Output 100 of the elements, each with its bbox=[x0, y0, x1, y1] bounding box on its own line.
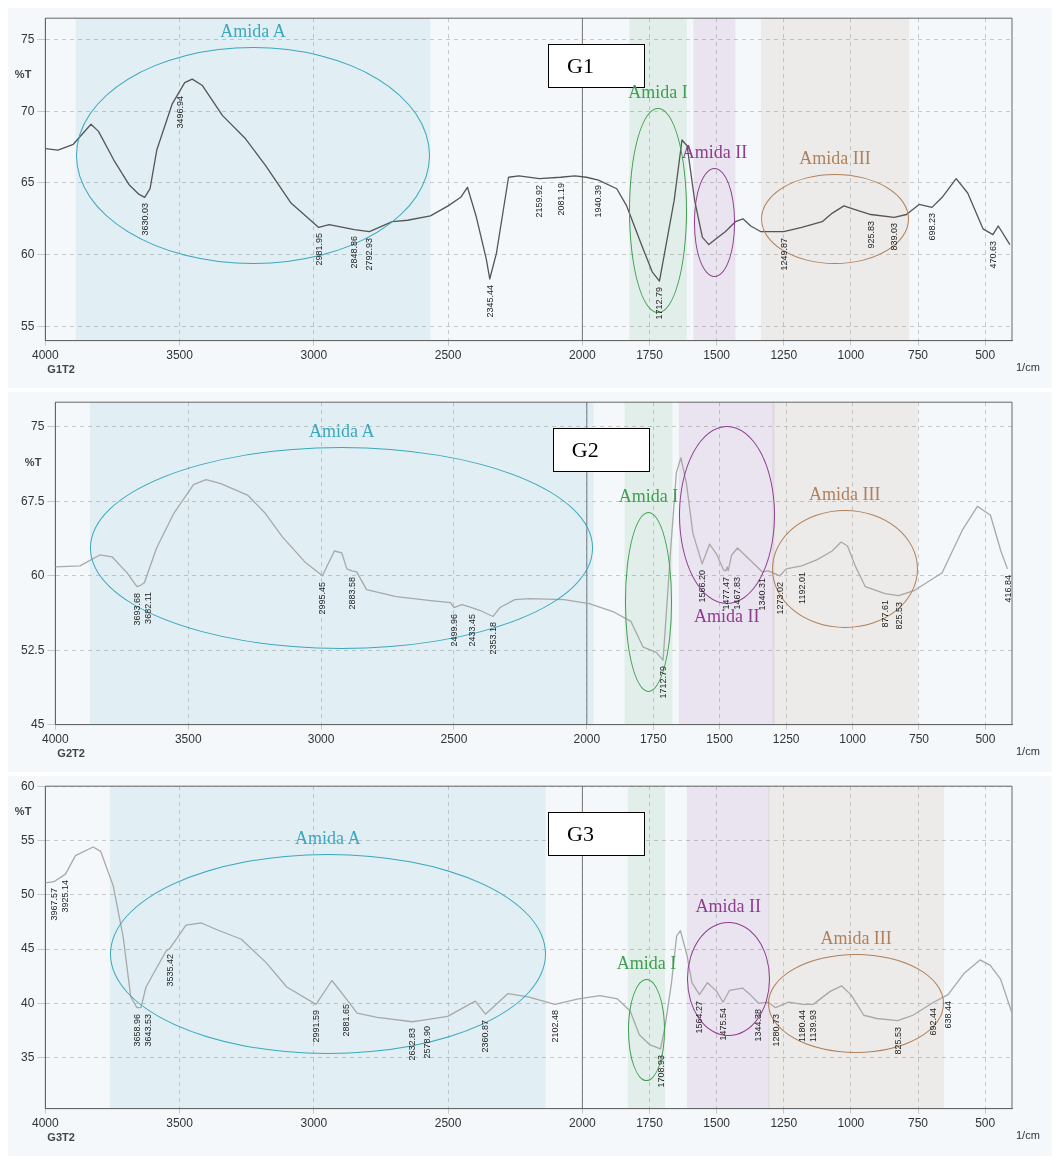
annotation: 3967.57 bbox=[49, 887, 60, 921]
x-axis-title: 1/cm bbox=[1016, 360, 1040, 373]
x-tick-label: 2000 bbox=[573, 732, 601, 747]
x-tick-label: 1250 bbox=[770, 348, 798, 363]
y-tick-label: 60 bbox=[20, 246, 35, 261]
band-label: Amida III bbox=[809, 483, 881, 504]
annotation: 825.53 bbox=[892, 1026, 903, 1055]
x-tick-label: 4000 bbox=[32, 1116, 60, 1131]
y-tick-label: 45 bbox=[20, 941, 35, 956]
annotation: 2632.83 bbox=[407, 1027, 418, 1061]
annotation: 1280.73 bbox=[770, 1013, 781, 1047]
x-tick-label: 1750 bbox=[636, 1116, 664, 1131]
annotation: 698.23 bbox=[926, 213, 937, 241]
text: G2 bbox=[552, 427, 650, 472]
annotation: 3693.68 bbox=[131, 592, 142, 626]
annotation: 1475.54 bbox=[718, 1008, 729, 1041]
x-tick-label: 1750 bbox=[636, 348, 664, 363]
x-tick-label: 2000 bbox=[569, 348, 597, 363]
y-tick-label: 60 bbox=[31, 568, 45, 583]
annotation: 2345.44 bbox=[484, 284, 495, 318]
x-tick-label: 750 bbox=[908, 348, 929, 363]
y-tick-label: 67.5 bbox=[21, 493, 45, 508]
y-tick-label: 40 bbox=[20, 995, 35, 1010]
text: G1T2 bbox=[47, 362, 75, 375]
band-label: Amida A bbox=[220, 20, 286, 41]
annotation: 2499.96 bbox=[448, 613, 459, 647]
x-tick-label: 3500 bbox=[174, 732, 202, 747]
annotation: 3630.03 bbox=[139, 203, 150, 236]
y-tick-label: 50 bbox=[20, 887, 35, 902]
x-tick-label: 1000 bbox=[839, 732, 867, 747]
x-tick-label: 1750 bbox=[639, 732, 667, 747]
annotation: 877.61 bbox=[880, 599, 891, 628]
x-tick-label: 3500 bbox=[166, 348, 194, 363]
band-label: Amida A bbox=[294, 827, 361, 848]
x-tick-label: 4000 bbox=[42, 732, 70, 747]
x-axis-title: 1/cm bbox=[1016, 1128, 1040, 1141]
x-tick-label: 3500 bbox=[166, 1116, 194, 1131]
annotation: 1180.44 bbox=[797, 1010, 808, 1043]
x-tick-label: 3000 bbox=[300, 348, 328, 363]
y-tick-label: 35 bbox=[20, 1049, 35, 1064]
y-tick-label: 52.5 bbox=[21, 642, 45, 657]
annotation: 1192.01 bbox=[796, 571, 807, 604]
annotation: 3682.11 bbox=[142, 591, 153, 624]
annotation: 2081.19 bbox=[555, 183, 566, 216]
x-tick-label: 750 bbox=[908, 1116, 929, 1131]
annotation: 2883.58 bbox=[347, 576, 358, 610]
y-axis-title: %T bbox=[24, 456, 42, 469]
annotation: 416.84 bbox=[1002, 574, 1013, 603]
annotation: 2102.48 bbox=[549, 1010, 560, 1043]
annotation: 1712.79 bbox=[658, 666, 669, 699]
text: G3T2 bbox=[47, 1130, 75, 1143]
annotation: 2991.59 bbox=[311, 1010, 322, 1043]
annotation: 1712.79 bbox=[654, 287, 665, 320]
annotation: 2792.93 bbox=[364, 237, 375, 271]
annotation: 1467.83 bbox=[731, 576, 742, 610]
annotation: 3925.14 bbox=[60, 880, 71, 913]
band-label: Amida III bbox=[820, 927, 892, 948]
x-tick-label: 1000 bbox=[837, 348, 865, 363]
y-tick-label: 70 bbox=[20, 103, 35, 118]
x-tick-label: 2500 bbox=[434, 348, 462, 363]
annotation: 1708.93 bbox=[655, 1054, 666, 1088]
annotation: 2578.90 bbox=[421, 1025, 432, 1059]
y-tick-label: 75 bbox=[31, 419, 45, 434]
annotation: 3496.94 bbox=[175, 95, 186, 129]
x-tick-label: 4000 bbox=[32, 348, 60, 363]
band-label: Amida III bbox=[799, 147, 871, 168]
annotation: 925.83 bbox=[865, 220, 876, 249]
annotation: 1139.93 bbox=[808, 1010, 819, 1043]
x-axis-title: 1/cm bbox=[1016, 744, 1040, 757]
annotation: 1273.02 bbox=[775, 581, 785, 615]
x-tick-label: 2000 bbox=[569, 1116, 597, 1131]
annotation: 2433.45 bbox=[466, 613, 477, 647]
annotation: 3643.53 bbox=[142, 1013, 153, 1047]
y-tick-label: 55 bbox=[20, 318, 35, 333]
annotation: 3658.96 bbox=[131, 1013, 142, 1047]
x-tick-label: 1000 bbox=[837, 1116, 865, 1131]
annotation: 2353.18 bbox=[487, 622, 498, 656]
x-tick-label: 500 bbox=[975, 1116, 996, 1131]
annotation: 839.03 bbox=[889, 223, 900, 251]
band-label: Amida I bbox=[618, 485, 679, 506]
x-tick-label: 3000 bbox=[307, 732, 335, 747]
band-label: Amida II bbox=[695, 896, 761, 917]
annotation: 2360.87 bbox=[480, 1020, 491, 1053]
annotation: 1564.27 bbox=[694, 1000, 705, 1034]
text: G1 bbox=[567, 52, 594, 78]
x-tick-label: 1500 bbox=[703, 348, 731, 363]
annotation: 2981.95 bbox=[313, 233, 324, 266]
text: G2T2 bbox=[57, 746, 85, 759]
annotation: 2881.65 bbox=[340, 1003, 351, 1037]
x-tick-label: 500 bbox=[975, 732, 996, 747]
x-tick-label: 3000 bbox=[300, 1116, 328, 1131]
annotation: 1477.47 bbox=[720, 576, 731, 610]
annotation: 1344.38 bbox=[753, 1009, 764, 1042]
x-tick-label: 1500 bbox=[703, 1116, 731, 1131]
x-tick-label: 1250 bbox=[770, 1116, 798, 1131]
band-label: Amida I bbox=[616, 952, 677, 973]
annotation: 3535.42 bbox=[165, 953, 176, 987]
annotation: 692.44 bbox=[928, 1008, 939, 1036]
y-tick-label: 75 bbox=[20, 32, 35, 47]
text: G3 bbox=[548, 811, 645, 856]
